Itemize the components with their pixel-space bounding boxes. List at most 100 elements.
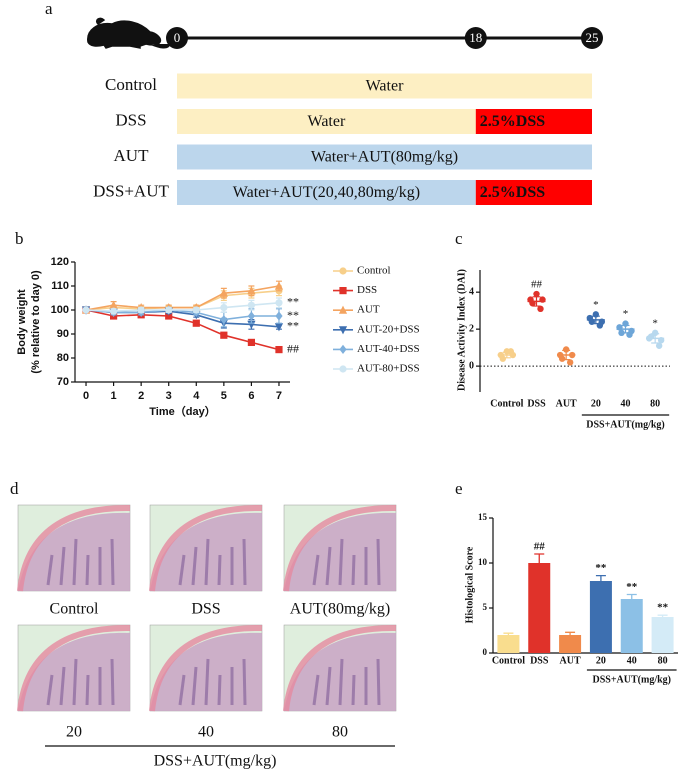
crypt [204,658,210,706]
panel-label: b [15,229,24,248]
data-point [655,342,663,349]
series-line [85,309,280,351]
y-tick-label: 110 [51,280,69,292]
bar [497,635,520,653]
legend-label: AUT-20+DSS [357,323,420,335]
significance-label: ## [287,341,299,355]
data-point [647,333,655,340]
marker [247,311,256,321]
x-tick-label: Control [492,655,525,666]
y-tick-label: 10 [478,557,488,567]
y-axis-label: Body weight [16,289,28,355]
legend-label: AUT-80+DSS [357,363,420,375]
marker [219,288,228,297]
marker [338,326,348,335]
group-label: DSS+AUT [93,181,169,200]
data-point [539,296,546,303]
treatment-label: 2.5%DSS [480,184,545,201]
marker [338,305,348,314]
timeline-tick [581,27,603,49]
crypt [376,538,381,586]
data-point [592,311,600,318]
data-point [588,318,596,325]
muscle-layer [149,624,263,712]
crypt [351,554,356,586]
crypt [376,658,381,706]
timeline-tick-label: 25 [586,30,599,45]
image-label: 20 [66,724,82,741]
x-tick-label: Control [490,398,523,409]
series-line [85,309,279,321]
data-point [566,359,574,366]
crypt [242,658,247,706]
bar [651,617,674,653]
y-tick-label: 90 [57,328,69,340]
significance-label: ** [657,602,669,614]
group-label: DSS+AUT(mg/kg) [593,674,672,685]
marker [339,267,347,275]
legend-label: DSS [357,284,377,296]
bar [559,635,582,653]
error-bar [595,574,606,581]
x-tick-label: 0 [83,390,89,402]
crypt [72,538,78,586]
marker [137,306,145,314]
treatment-label: Water [366,78,404,95]
y-tick-label: 80 [57,352,69,364]
marker [220,331,228,339]
data-point [616,324,623,331]
x-tick-label: 40 [621,398,631,409]
x-tick-label: 3 [166,390,172,402]
crypt [217,554,222,586]
group-label: AUT [114,146,150,165]
crypt [85,674,90,706]
crypt [178,554,186,586]
y-axis-label: (% relative to day 0) [30,270,42,374]
marker [247,301,256,309]
y-tick-label: 0 [469,360,474,371]
crypt [351,674,356,706]
crypt [110,658,115,706]
error-bar [657,614,668,617]
marker [220,304,228,312]
crypt [191,546,198,586]
treatment-bar [177,109,476,134]
crypt [312,674,320,706]
marker [339,287,347,295]
marker [247,338,256,346]
y-axis-label: Disease Activity Index (DAI) [456,269,467,391]
significance-label: ## [531,279,543,291]
series-line [85,302,280,313]
crypt [110,538,115,586]
timeline-tick-label: 0 [174,30,181,45]
timeline-tick [166,27,188,49]
series-line [85,285,280,311]
error-bar [626,593,637,599]
treatment-bar [177,144,592,170]
timeline-tick [464,27,487,49]
crypt [59,546,66,586]
significance-label: ** [626,581,638,593]
legend-label: AUT-40+DSS [357,343,420,355]
bar [528,563,551,653]
marker [339,344,347,354]
image-label: DSS [191,601,220,618]
marker [275,346,283,354]
data-point [562,346,570,353]
muscle-layer [17,504,131,592]
x-tick-label: 40 [627,655,637,666]
crypt [217,674,222,706]
y-tick-label: 100 [51,304,69,316]
crypt [325,546,332,586]
data-point [657,337,665,344]
data-point [558,355,566,362]
significance-label: * [652,317,658,329]
significance-label: ** [287,308,299,322]
x-tick-label: DSS [530,655,549,666]
y-tick-label: 4 [469,286,474,297]
x-tick-label: 20 [596,655,606,666]
data-point [568,351,576,359]
x-tick-label: 6 [248,390,254,402]
